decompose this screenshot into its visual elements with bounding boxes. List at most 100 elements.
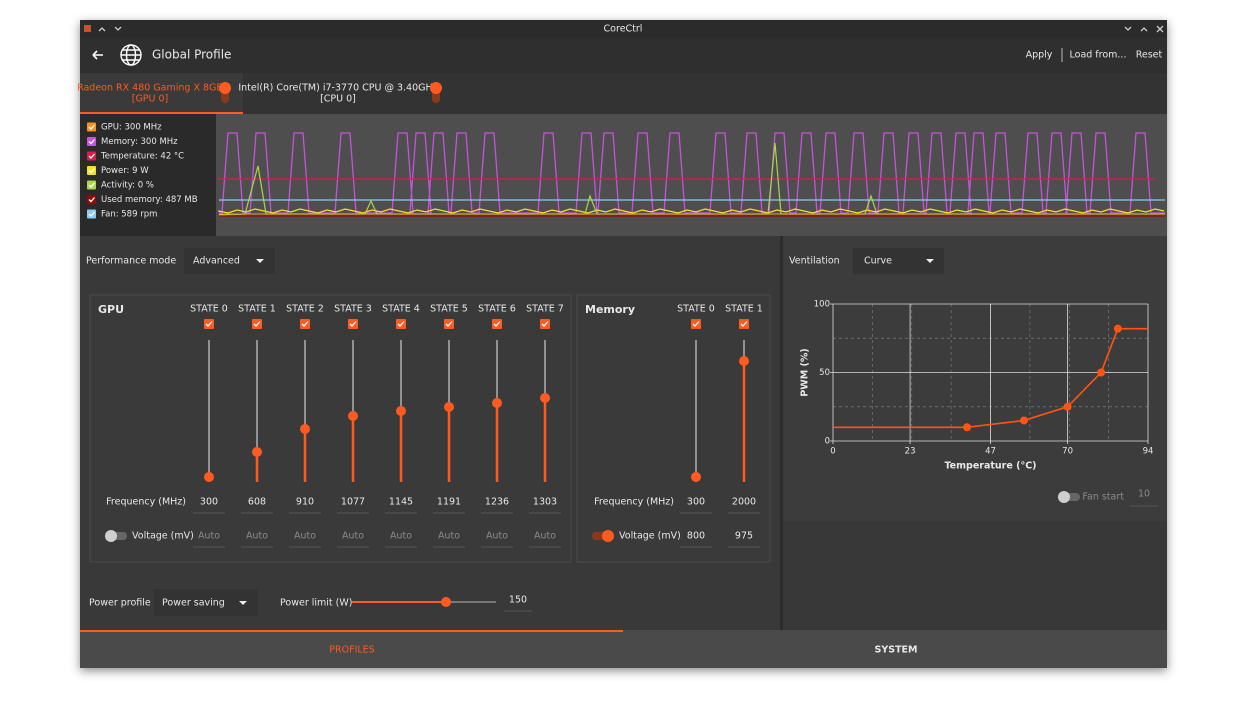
slider-handle[interactable] — [691, 472, 701, 482]
slider-handle[interactable] — [204, 472, 214, 482]
active-tab[interactable] — [80, 73, 243, 114]
voltage-value[interactable]: 800 — [687, 531, 705, 542]
sensor-checkbox[interactable] — [87, 166, 96, 175]
slider-handle[interactable] — [444, 402, 454, 412]
fan-start-value[interactable]: 10 — [1138, 489, 1150, 500]
slider-handle[interactable] — [300, 424, 310, 434]
frequency-value[interactable]: 300 — [200, 497, 218, 508]
check — [445, 321, 453, 327]
bottom-bar — [80, 630, 1167, 668]
sensor-label: Activity: 0 % — [101, 181, 154, 191]
setting-label: Power limit (W) — [280, 598, 352, 609]
voltage-value[interactable]: Auto — [438, 531, 460, 542]
tab-name[interactable]: Radeon RX 480 Gaming X 8GB — [77, 83, 223, 94]
voltage-toggle[interactable] — [105, 530, 117, 542]
power-trace — [218, 208, 1165, 214]
header-action[interactable]: Apply — [1026, 50, 1053, 61]
profile-title: Global Profile — [152, 48, 231, 62]
sensor-label: Power: 9 W — [101, 166, 149, 176]
voltage-value[interactable]: Auto — [534, 531, 556, 542]
power-limit-value[interactable]: 150 — [509, 595, 527, 606]
dropdown-value[interactable]: Curve — [864, 256, 892, 267]
state-label: STATE 3 — [334, 304, 372, 315]
slider-handle[interactable] — [396, 406, 406, 416]
tab-id[interactable]: [CPU 0] — [320, 94, 356, 105]
frequency-value[interactable]: 1145 — [389, 497, 413, 508]
header-action[interactable]: Load from... — [1070, 50, 1127, 61]
dropdown-value[interactable]: Advanced — [193, 256, 240, 267]
sensor-checkbox[interactable] — [87, 180, 96, 190]
check — [397, 321, 405, 327]
sensor-label: Used memory: 487 MB — [101, 195, 198, 205]
sensor-label: Memory: 300 MHz — [101, 137, 178, 147]
frequency-label: Frequency (MHz) — [106, 497, 186, 508]
curve-point[interactable] — [1097, 368, 1106, 377]
slider-handle[interactable] — [348, 411, 358, 421]
tab-id[interactable]: [GPU 0] — [132, 94, 169, 105]
frequency-value[interactable]: 2000 — [732, 497, 756, 508]
check — [88, 182, 95, 188]
bottom-tab[interactable]: PROFILES — [329, 645, 374, 656]
state-label: STATE 4 — [382, 304, 420, 315]
check — [301, 321, 309, 327]
dropdown-arrow — [256, 259, 264, 263]
bottom-tab[interactable]: SYSTEM — [875, 645, 918, 656]
check — [692, 321, 700, 327]
sensor-checkbox[interactable] — [87, 195, 96, 204]
curve-point[interactable] — [1063, 402, 1072, 411]
gpu-group — [89, 294, 572, 563]
state-label: STATE 5 — [430, 304, 468, 315]
frequency-value[interactable]: 1236 — [485, 497, 509, 508]
sensor-legend — [80, 114, 216, 236]
fan-start-toggle[interactable] — [1058, 491, 1070, 503]
voltage-value[interactable]: Auto — [486, 531, 508, 542]
frequency-value[interactable]: 910 — [296, 497, 314, 508]
dropdown-value[interactable]: Power saving — [162, 598, 225, 609]
check — [88, 153, 95, 159]
check — [493, 321, 501, 327]
state-label: STATE 0 — [677, 304, 715, 315]
frequency-value[interactable]: 608 — [248, 497, 266, 508]
frequency-value[interactable]: 1191 — [437, 497, 461, 508]
back-button[interactable] — [92, 50, 103, 60]
curve-point[interactable] — [1113, 324, 1122, 333]
sensor-label: Temperature: 42 °C — [100, 152, 184, 162]
sensor-label: GPU: 300 MHz — [101, 123, 162, 133]
fan-panel-bottom — [783, 521, 1167, 630]
voltage-value[interactable]: Auto — [294, 531, 316, 542]
voltage-value[interactable]: Auto — [246, 531, 268, 542]
frequency-value[interactable]: 300 — [687, 497, 705, 508]
check — [205, 321, 213, 327]
voltage-value[interactable]: 975 — [735, 531, 753, 542]
sensor-checkbox[interactable] — [87, 122, 96, 132]
group-title: Memory — [585, 303, 635, 316]
x-tick-label: 70 — [1062, 447, 1073, 457]
y-tick-label: 100 — [814, 300, 830, 310]
globe-icon — [120, 44, 142, 66]
voltage-value[interactable]: Auto — [390, 531, 412, 542]
y-tick-label: 50 — [819, 368, 830, 378]
voltage-value[interactable]: Auto — [198, 531, 220, 542]
voltage-toggle[interactable] — [602, 530, 614, 542]
curve-point[interactable] — [963, 423, 972, 432]
frequency-value[interactable]: 1303 — [533, 497, 557, 508]
header-action[interactable]: Reset — [1136, 50, 1163, 61]
memory-trace — [219, 132, 1165, 214]
frequency-value[interactable]: 1077 — [341, 497, 365, 508]
sensor-checkbox[interactable] — [87, 151, 96, 161]
sensor-checkbox[interactable] — [87, 209, 96, 219]
header — [80, 37, 1167, 73]
splitter — [780, 236, 783, 630]
curve-point[interactable] — [1020, 416, 1029, 425]
slider-handle[interactable] — [441, 597, 451, 607]
sensor-checkbox[interactable] — [87, 137, 96, 146]
voltage-value[interactable]: Auto — [342, 531, 364, 542]
slider-handle[interactable] — [492, 398, 502, 408]
state-label: STATE 2 — [286, 304, 324, 315]
slider-handle[interactable] — [540, 393, 550, 403]
tab-name[interactable]: Intel(R) Core(TM) i7-3770 CPU @ 3.40GHz — [238, 83, 437, 94]
slider-handle[interactable] — [252, 447, 262, 457]
memory-group — [576, 294, 771, 563]
slider-handle[interactable] — [739, 356, 749, 366]
